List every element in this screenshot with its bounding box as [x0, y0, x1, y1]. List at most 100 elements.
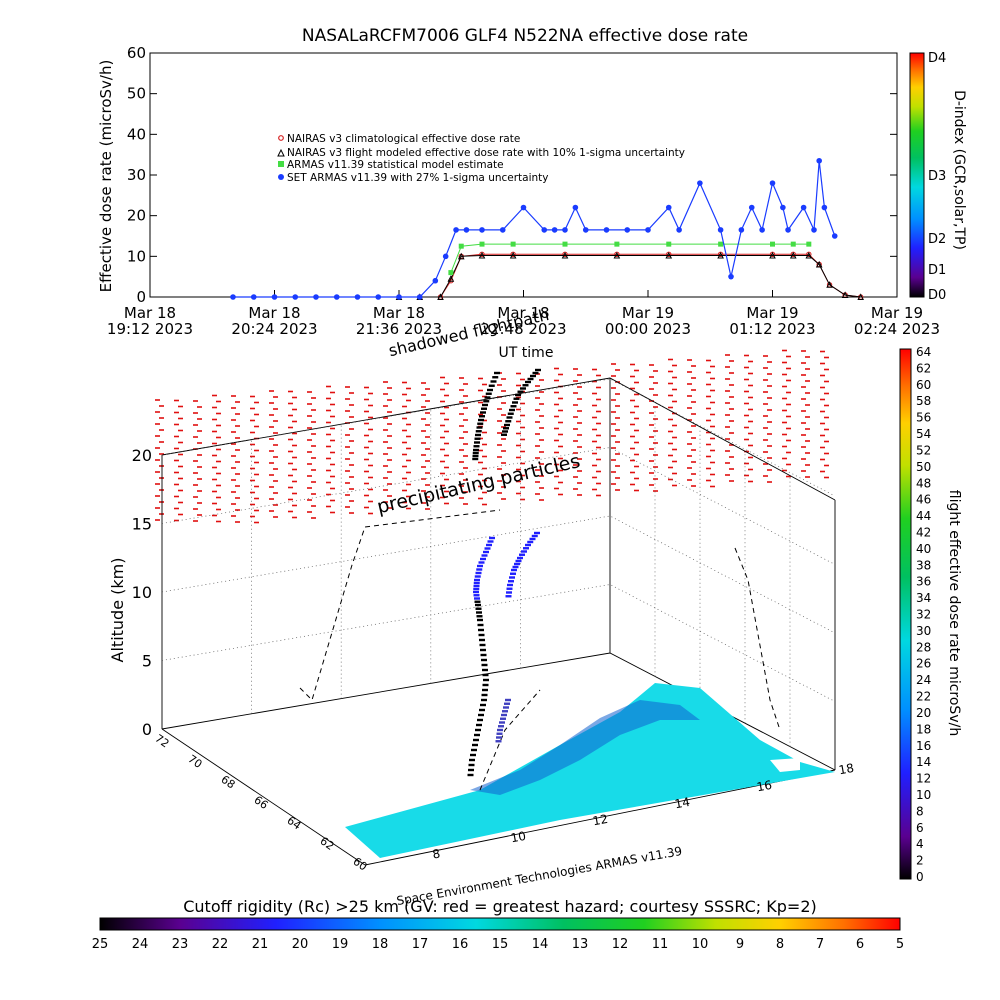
- data-point: [717, 227, 724, 233]
- d-index-label: D-index (GCR,solar,TP): [951, 90, 967, 250]
- dose-tick-label: 34: [916, 591, 931, 605]
- data-point: [613, 251, 621, 259]
- dose-tick-label: 38: [916, 558, 931, 572]
- lon-tick-label: 10: [510, 829, 527, 845]
- dose-tick-label: 10: [916, 788, 931, 802]
- flight-track-3: [505, 531, 540, 598]
- dose-tick-label: 44: [916, 509, 931, 523]
- data-point: [821, 204, 828, 211]
- d-index-ticks: D0 D1 D2 D3 D4: [928, 51, 946, 303]
- flightpath-shadow: [299, 509, 781, 791]
- data-point: [562, 241, 568, 247]
- data-point: [805, 251, 813, 259]
- data-point: [250, 294, 257, 300]
- data-point: [748, 204, 755, 211]
- altitude-tick-label: 10: [132, 583, 152, 602]
- legend-item-nairas-clim: NAIRAS v3 climatological effective dose …: [278, 133, 520, 145]
- legend-item-nairas-flight: NAIRAS v3 flight modeled effective dose …: [277, 147, 685, 159]
- data-point: [697, 180, 703, 186]
- x-tick-label-date: Mar 18: [248, 304, 300, 322]
- data-point: [831, 233, 838, 239]
- lat-tick-label: 66: [252, 793, 271, 812]
- data-point: [561, 251, 569, 259]
- data-point: [800, 204, 807, 211]
- dose-tick-label: 14: [916, 755, 931, 769]
- data-point: [230, 294, 236, 300]
- x-tick-label-time: 02:24 2023: [854, 320, 940, 338]
- series-2: [448, 241, 812, 276]
- altitude-tick-label: 15: [132, 515, 152, 534]
- data-point: [603, 227, 610, 233]
- data-point: [333, 294, 340, 300]
- shadow-floor: [479, 689, 541, 791]
- legend-label-nairas-clim: NAIRAS v3 climatological effective dose …: [287, 133, 520, 145]
- data-point: [416, 294, 423, 300]
- lat-tick-label: 68: [219, 773, 238, 792]
- box-floor-left-edge: [161, 728, 366, 866]
- legend-item-set-armas: SET ARMAS v11.39 with 27% 1-sigma uncert…: [278, 172, 549, 184]
- data-point: [562, 227, 568, 233]
- dose-tick-label: 24: [916, 673, 931, 687]
- lon-tick-label: 16: [756, 778, 773, 794]
- dose-tick-label: 4: [916, 837, 924, 851]
- series-3: [230, 157, 838, 300]
- dose-colorbar-ticks: 0246810121416182022242628303234363840424…: [916, 345, 931, 884]
- dose-tick-label: 12: [916, 772, 931, 786]
- data-point: [292, 294, 299, 300]
- legend-label-set-armas: SET ARMAS v11.39 with 27% 1-sigma uncert…: [287, 172, 549, 184]
- data-point: [857, 293, 864, 300]
- data-point: [826, 281, 833, 288]
- x-tick-label-date: Mar 18: [124, 304, 176, 322]
- rc-tick-label: 24: [132, 937, 149, 952]
- data-point: [447, 275, 455, 282]
- dose-tick-label: 64: [916, 345, 931, 359]
- data-point: [614, 241, 620, 247]
- y-tick-label: 10: [127, 247, 146, 265]
- rc-tick-label: 9: [736, 937, 744, 952]
- data-point: [551, 227, 558, 233]
- data-point: [582, 227, 589, 233]
- data-point: [442, 253, 449, 260]
- data-point: [499, 227, 506, 233]
- series-0: [396, 251, 864, 300]
- shadow-left-wall: [299, 509, 501, 701]
- dose-tick-label: 0: [916, 870, 924, 884]
- dose-tick-label: 16: [916, 739, 931, 753]
- lon-tick-label: 14: [674, 795, 691, 811]
- dose-tick-label: 48: [916, 476, 931, 490]
- rc-tick-label: 12: [612, 937, 629, 952]
- 3d-panel: UT time shadowed flightpath: [108, 305, 855, 908]
- x-tick-label-time: 21:36 2023: [356, 320, 442, 338]
- data-point: [806, 241, 812, 247]
- flight-tracks: [467, 368, 541, 777]
- data-point: [841, 291, 849, 298]
- flight-track-4: [495, 698, 511, 743]
- rc-tick-label: 8: [776, 937, 784, 952]
- dose-tick-label: 18: [916, 722, 931, 736]
- data-point: [780, 204, 786, 211]
- data-point: [666, 241, 672, 247]
- altitude-gridline: [161, 447, 836, 565]
- data-point: [541, 227, 548, 233]
- data-point: [479, 227, 485, 233]
- rc-tick-label: 10: [692, 937, 709, 952]
- chart-title: NASALaRCFM7006 GLF4 N522NA effective dos…: [302, 26, 748, 46]
- x-tick-label-date: Mar 19: [871, 304, 923, 322]
- y-tick-label: 60: [127, 44, 146, 62]
- flight-track-0: [472, 371, 500, 461]
- lon-tick-label: 12: [592, 812, 609, 828]
- d-index-colorbar: [909, 52, 925, 298]
- dose-tick-label: 20: [916, 706, 931, 720]
- legend-marker-set-armas: [278, 174, 284, 180]
- altitude-gridline: [161, 515, 836, 634]
- rc-tick-label: 11: [652, 937, 669, 952]
- dose-tick-label: 50: [916, 460, 931, 474]
- rc-tick-label: 7: [816, 937, 824, 952]
- altitude-axis: 0 5 10 15 20: [132, 446, 152, 739]
- x-tick-label-date: Mar 19: [622, 304, 674, 322]
- x-tick-label-date: Mar 18: [373, 304, 425, 322]
- dose-colorbar: [899, 348, 912, 880]
